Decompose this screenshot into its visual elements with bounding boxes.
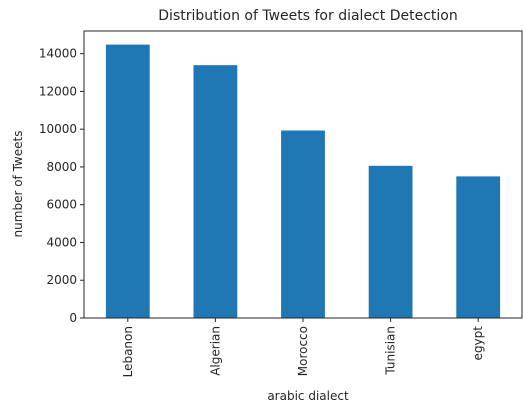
x-tick-label: Tunisian bbox=[384, 326, 398, 376]
x-axis-label: arabic dialect bbox=[267, 389, 349, 403]
bar-tunisian bbox=[368, 165, 413, 318]
axes-frame bbox=[83, 30, 523, 319]
y-tick-label: 0 bbox=[69, 311, 77, 325]
y-axis-label: number of Tweets bbox=[11, 131, 25, 238]
y-tick-label: 2000 bbox=[46, 273, 77, 287]
chart-title: Distribution of Tweets for dialect Detec… bbox=[158, 8, 457, 24]
y-tick-label: 12000 bbox=[39, 84, 77, 98]
y-tick-label: 6000 bbox=[46, 198, 77, 212]
bar-morocco bbox=[281, 130, 325, 318]
y-tick-label: 8000 bbox=[46, 160, 77, 174]
y-tick-label: 14000 bbox=[39, 47, 77, 61]
y-tick-label: 10000 bbox=[39, 122, 77, 136]
bars bbox=[105, 44, 501, 319]
x-tick-label: Lebanon bbox=[121, 326, 135, 377]
bar-algerian bbox=[193, 65, 238, 318]
bar-egypt bbox=[456, 176, 501, 318]
plot-frame bbox=[83, 30, 523, 319]
bar-lebanon bbox=[105, 44, 150, 319]
x-tick-label: Algerian bbox=[208, 326, 222, 376]
x-tick-label: egypt bbox=[471, 326, 485, 361]
y-tick-label: 4000 bbox=[46, 235, 77, 249]
x-tick-label: Morocco bbox=[296, 326, 310, 376]
y-axis-ticks: 0 2000 4000 6000 8000 10000 12000 14000 bbox=[39, 47, 84, 325]
x-axis-ticks: Lebanon Algerian Morocco Tunisian egypt bbox=[121, 318, 485, 377]
